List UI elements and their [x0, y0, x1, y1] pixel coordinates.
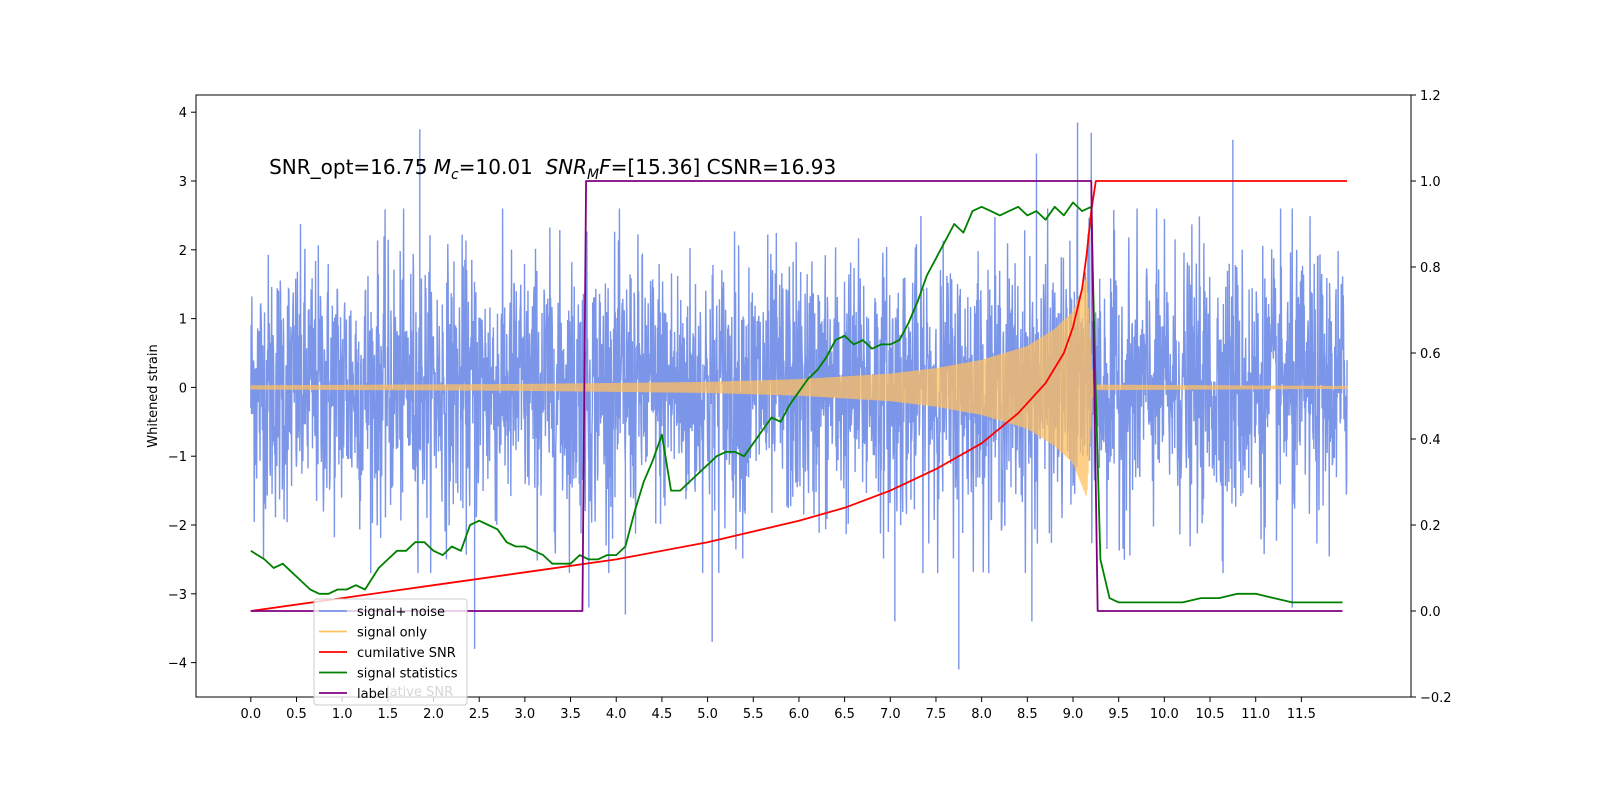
legend-label-1: signal only — [357, 626, 427, 641]
y2-tick-label: 1.0 — [1420, 175, 1441, 190]
series-signal-only — [250, 277, 1348, 497]
annotation-mc-value: =10.01 — [459, 155, 546, 179]
x-tick-label: 3.5 — [560, 707, 581, 722]
y-tick-label: −2 — [168, 519, 187, 534]
x-tick-label: 7.0 — [880, 707, 901, 722]
annotation-mf-symbol: SNR — [545, 155, 587, 179]
signal-statistics-line — [250, 201, 1343, 604]
y-tick-label: 2 — [179, 244, 187, 259]
y-axis-left: 4 3 2 1 0 −1 −2 −3 −4 — [168, 106, 196, 672]
x-tick-label: 5.0 — [697, 707, 718, 722]
legend-box — [313, 598, 468, 706]
signal-noise-line — [250, 122, 1348, 670]
legend-items: signal+ noise signal only cumilative SNR si… — [319, 605, 458, 702]
x-tick-label: 10.0 — [1150, 707, 1179, 722]
annotation-mf-letter: F — [599, 155, 611, 179]
x-tick-label: 2.0 — [423, 707, 444, 722]
legend-label-3: signal statistics — [357, 667, 458, 682]
y2-tick-label: 0.8 — [1420, 261, 1441, 276]
y2-tick-label: −0.2 — [1420, 691, 1452, 706]
x-tick-label: 0.0 — [240, 707, 261, 722]
y2-tick-label: 1.2 — [1420, 89, 1441, 104]
y-tick-label: −1 — [168, 450, 187, 465]
x-tick-label: 3.0 — [515, 707, 536, 722]
annotation-mf-sub: M — [587, 167, 599, 183]
x-tick-label: 8.5 — [1017, 707, 1038, 722]
cumulative-snr-line — [250, 180, 1348, 612]
x-tick-label: 4.5 — [652, 707, 673, 722]
x-tick-label: 10.5 — [1196, 707, 1225, 722]
plot-frame — [195, 94, 1412, 698]
x-tick-label: 6.0 — [789, 707, 810, 722]
legend-ghost-text: lative SNR — [386, 685, 453, 700]
legend-label-0: signal+ noise — [357, 605, 445, 620]
y-tick-label: 1 — [179, 313, 187, 328]
y-axis-title: Whitened strain — [146, 344, 161, 447]
x-tick-label: 1.5 — [377, 707, 398, 722]
x-tick-label: 11.5 — [1287, 707, 1316, 722]
y2-tick-label: 0.4 — [1420, 433, 1441, 448]
x-tick-label: 2.5 — [469, 707, 490, 722]
y-tick-label: 3 — [179, 175, 187, 190]
annotation-mc-symbol: M — [434, 155, 451, 179]
label-line — [250, 180, 1343, 612]
annotation-snr-opt: SNR_opt=16.75 — [269, 155, 434, 179]
x-tick-label: 9.5 — [1108, 707, 1129, 722]
y-tick-label: −3 — [168, 588, 187, 603]
y2-tick-label: 0.6 — [1420, 347, 1441, 362]
annotation-mc-sub: c — [451, 167, 459, 183]
x-tick-label: 9.0 — [1063, 707, 1084, 722]
y-tick-label: 4 — [179, 106, 187, 121]
snr-annotation: SNR_opt=16.75 Mc=10.01 SNRMF=[15.36] CSN… — [269, 155, 836, 183]
y-tick-label: −4 — [168, 657, 187, 672]
x-tick-label: 6.5 — [834, 707, 855, 722]
signal-only-line — [250, 277, 1348, 497]
x-tick-label: 5.5 — [743, 707, 764, 722]
legend-label-4: label — [357, 687, 388, 702]
x-tick-label: 7.5 — [926, 707, 947, 722]
legend: lative SNR signal+ noise signal only cumil… — [313, 598, 468, 706]
series-signal-noise — [250, 122, 1348, 670]
legend-label-2: cumilative SNR — [357, 646, 456, 661]
y-axis-right: 1.2 1.0 0.8 0.6 0.4 0.2 0.0 −0.2 — [1411, 89, 1452, 706]
y2-tick-label: 0.0 — [1420, 605, 1441, 620]
x-tick-label: 11.0 — [1241, 707, 1270, 722]
annotation-mf-value: =[15.36] CSNR=16.93 — [611, 155, 837, 179]
x-tick-label: 0.5 — [286, 707, 307, 722]
y2-tick-label: 0.2 — [1420, 519, 1441, 534]
x-tick-label: 4.0 — [606, 707, 627, 722]
x-tick-label: 1.0 — [332, 707, 353, 722]
y-tick-label: 0 — [179, 381, 187, 396]
series-lines — [250, 180, 1348, 612]
x-axis: 0.0 0.5 1.0 1.5 2.0 2.5 3.0 3.5 4.0 4.5 5.0 5.5 6.0 6… — [240, 697, 1316, 722]
plot-area — [250, 122, 1348, 670]
x-tick-label: 8.0 — [971, 707, 992, 722]
